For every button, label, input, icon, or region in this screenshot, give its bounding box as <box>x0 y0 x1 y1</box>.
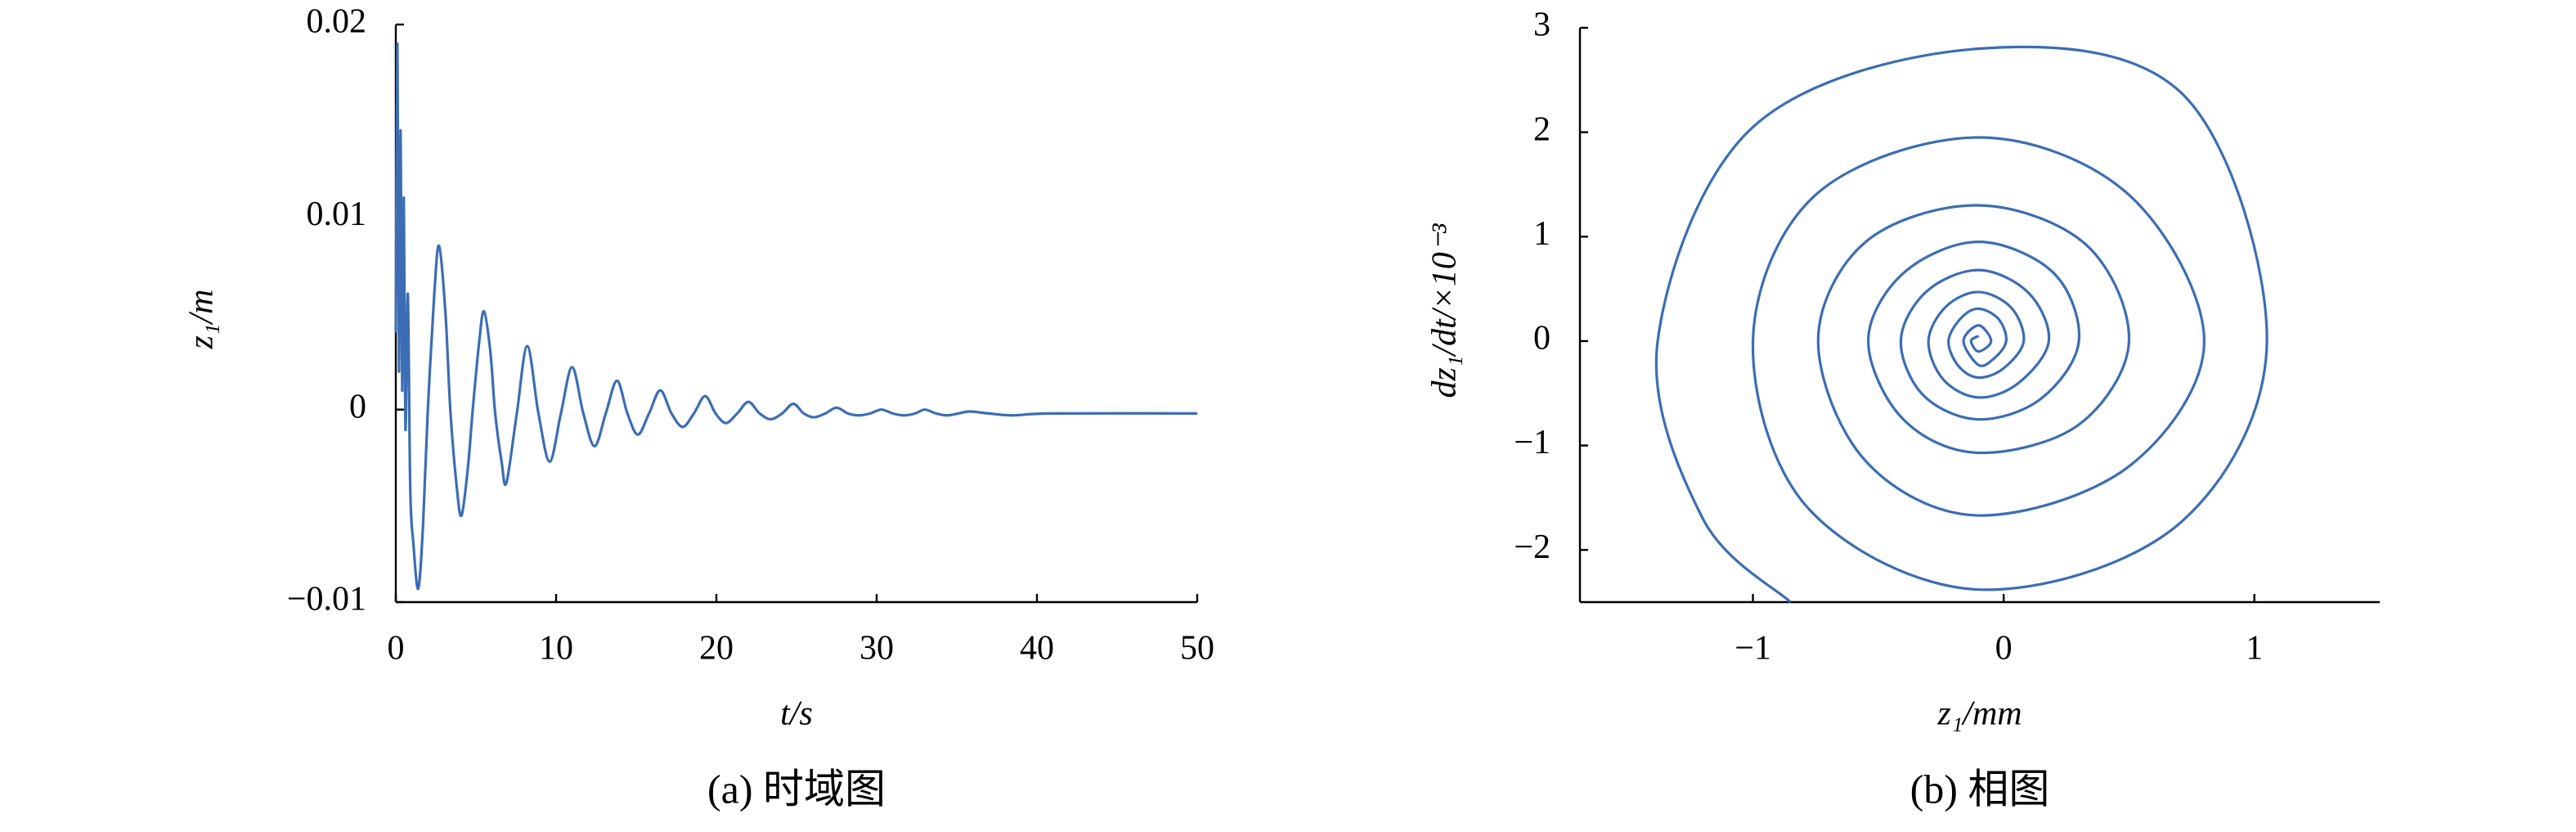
y-axis-label: z₁/m <box>183 290 221 350</box>
y-tick-label: 3 <box>1533 7 1551 44</box>
caption: (a) 时域图 <box>707 766 886 812</box>
y-tick-label: 0 <box>1533 320 1551 358</box>
y-tick-label: 2 <box>1533 110 1551 148</box>
caption: (b) 相图 <box>1910 766 2050 812</box>
y-tick-label: −0.01 <box>287 581 366 618</box>
x-tick-label: −1 <box>1735 630 1771 668</box>
x-tick-label: 1 <box>2246 630 2263 668</box>
y-tick-label: 0 <box>349 388 366 425</box>
x-tick-label: 0 <box>1995 630 2013 668</box>
y-tick-label: 0.01 <box>307 196 367 233</box>
x-tick-label: 40 <box>1020 630 1054 668</box>
x-axis-label: t/s <box>780 695 813 733</box>
x-tick-label: 0 <box>388 630 405 668</box>
x-tick-label: 20 <box>699 630 734 668</box>
x-tick-label: 10 <box>539 630 573 668</box>
data-line <box>394 42 1198 591</box>
x-tick-label: 50 <box>1180 630 1214 668</box>
y-tick-label: 0.02 <box>307 3 367 41</box>
y-tick-label: 1 <box>1533 215 1551 253</box>
y-tick-label: −1 <box>1514 424 1551 461</box>
y-axis-label: dz₁/dt/×10⁻³ <box>1426 223 1464 398</box>
y-tick-label: −2 <box>1514 528 1551 566</box>
x-axis-label: z₁/mm <box>1936 695 2022 733</box>
data-line <box>1654 45 2269 604</box>
x-tick-label: 30 <box>859 630 894 668</box>
